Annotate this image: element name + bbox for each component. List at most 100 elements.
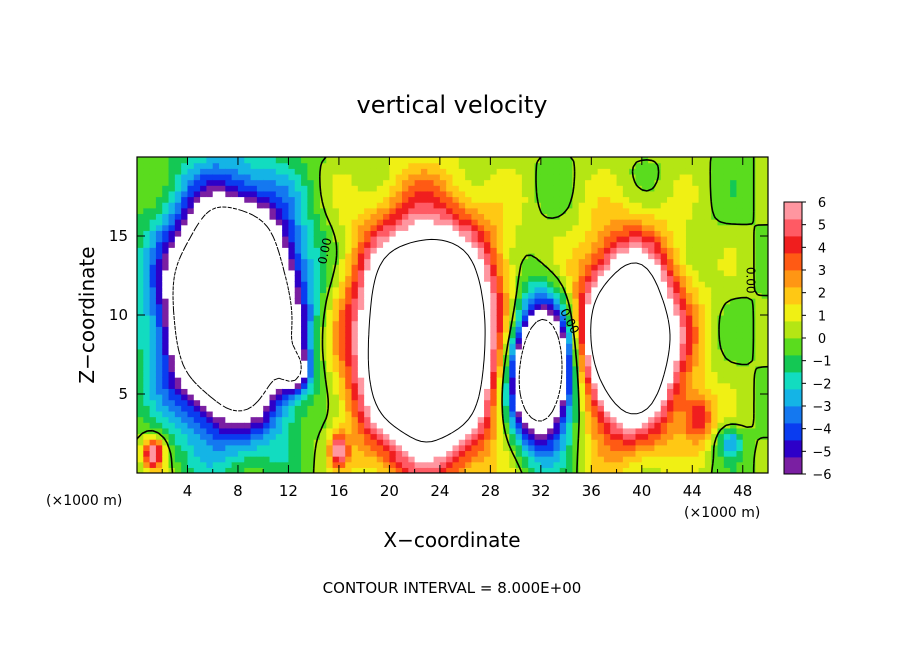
heatmap-cell: [338, 422, 346, 429]
heatmap-cell: [528, 360, 536, 367]
heatmap-cell: [616, 399, 624, 406]
heatmap-cell: [477, 371, 485, 378]
heatmap-cell: [458, 399, 466, 406]
heatmap-cell: [465, 405, 473, 412]
heatmap-cell: [692, 320, 700, 327]
heatmap-cell: [383, 157, 390, 164]
heatmap-cell: [301, 179, 308, 186]
heatmap-cell: [490, 467, 498, 473]
heatmap-cell: [616, 365, 624, 373]
heatmap-cell: [269, 343, 277, 350]
heatmap-cell: [313, 382, 321, 389]
heatmap-cell: [351, 309, 359, 316]
heatmap-cell: [490, 157, 498, 164]
heatmap-cell: [206, 258, 214, 265]
heatmap-cell: [465, 354, 473, 361]
heatmap-cell: [515, 326, 523, 333]
heatmap-cell: [528, 326, 536, 333]
heatmap-cell: [566, 190, 573, 198]
heatmap-cell: [528, 298, 536, 305]
heatmap-cell: [250, 264, 258, 271]
heatmap-cell: [420, 326, 428, 333]
heatmap-cell: [168, 252, 176, 260]
heatmap-cell: [648, 252, 656, 260]
heatmap-cell: [528, 461, 536, 468]
heatmap-cell: [219, 461, 226, 468]
heatmap-cell: [572, 382, 580, 389]
heatmap-cell: [301, 286, 308, 294]
heatmap-cell: [389, 315, 397, 322]
heatmap-cell: [648, 298, 656, 305]
heatmap-cell: [395, 173, 403, 181]
heatmap-cell: [187, 450, 195, 457]
heatmap-cell: [566, 348, 573, 356]
heatmap-cell: [477, 298, 485, 305]
heatmap-cell: [484, 326, 491, 333]
heatmap-cell: [332, 394, 340, 401]
heatmap-cell: [667, 377, 674, 384]
heatmap-cell: [446, 157, 454, 164]
heatmap-cell: [591, 354, 599, 361]
heatmap-cell: [629, 185, 637, 192]
heatmap-cell: [559, 281, 567, 288]
heatmap-cell: [256, 326, 264, 333]
heatmap-cell: [155, 309, 163, 316]
heatmap-cell: [408, 388, 416, 395]
heatmap-cell: [597, 450, 605, 457]
heatmap-cell: [465, 185, 473, 192]
heatmap-cell: [654, 410, 662, 418]
heatmap-cell: [219, 224, 226, 231]
heatmap-cell: [629, 382, 637, 389]
heatmap-cell: [319, 309, 327, 316]
heatmap-cell: [458, 450, 466, 457]
heatmap-cell: [364, 162, 372, 169]
heatmap-cell: [629, 286, 637, 294]
heatmap-cell: [414, 190, 422, 198]
heatmap-cell: [313, 405, 321, 412]
heatmap-cell: [282, 326, 290, 333]
heatmap-cell: [370, 439, 378, 446]
heatmap-cell: [603, 320, 611, 327]
heatmap-cell: [149, 162, 157, 169]
heatmap-cell: [301, 394, 308, 401]
heatmap-cell: [332, 331, 340, 339]
heatmap-cell: [408, 320, 416, 327]
heatmap-cell: [395, 450, 403, 457]
heatmap-cell: [376, 292, 384, 299]
heatmap-cell: [244, 326, 252, 333]
heatmap-cell: [168, 207, 176, 215]
heatmap-cell: [458, 439, 466, 446]
heatmap-cell: [692, 298, 700, 305]
heatmap-cell: [395, 326, 403, 333]
heatmap-cell: [585, 190, 592, 198]
heatmap-cell: [603, 230, 611, 237]
heatmap-cell: [408, 196, 416, 203]
heatmap-cell: [660, 269, 668, 277]
heatmap-cell: [616, 348, 624, 356]
heatmap-cell: [313, 343, 321, 350]
heatmap-cell: [143, 281, 151, 288]
heatmap-cell: [275, 360, 283, 367]
heatmap-cell: [143, 185, 151, 192]
heatmap-cell: [420, 157, 428, 164]
heatmap-cell: [263, 450, 271, 457]
heatmap-cell: [490, 275, 498, 282]
heatmap-cell: [162, 348, 170, 356]
heatmap-cell: [332, 292, 340, 299]
heatmap-cell: [427, 399, 435, 406]
heatmap-cell: [685, 281, 693, 288]
heatmap-cell: [553, 382, 561, 389]
heatmap-cell: [572, 303, 580, 310]
heatmap-cell: [427, 202, 435, 209]
heatmap-cell: [471, 224, 479, 231]
heatmap-cell: [338, 388, 346, 395]
heatmap-cell: [616, 388, 624, 395]
heatmap-cell: [559, 326, 567, 333]
heatmap-cell: [673, 258, 681, 265]
heatmap-cell: [566, 467, 573, 473]
heatmap-cell: [439, 405, 447, 412]
heatmap-cell: [282, 309, 290, 316]
heatmap-cell: [389, 286, 397, 294]
heatmap-cell: [275, 444, 283, 452]
heatmap-cell: [200, 422, 208, 429]
